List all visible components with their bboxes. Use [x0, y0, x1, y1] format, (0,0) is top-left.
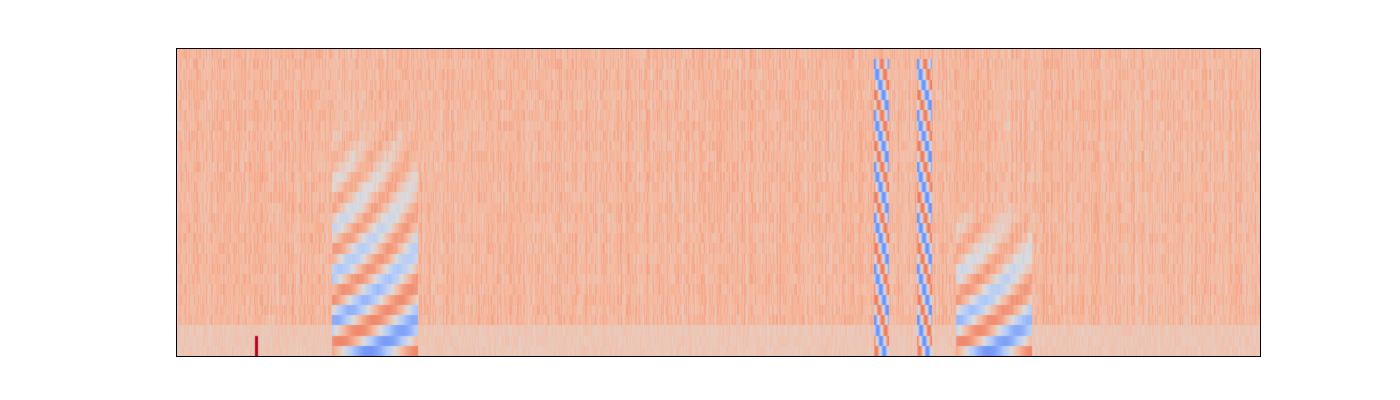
spectrogram-heatmap — [177, 49, 1260, 356]
spectrogram-plot-area — [176, 48, 1261, 357]
